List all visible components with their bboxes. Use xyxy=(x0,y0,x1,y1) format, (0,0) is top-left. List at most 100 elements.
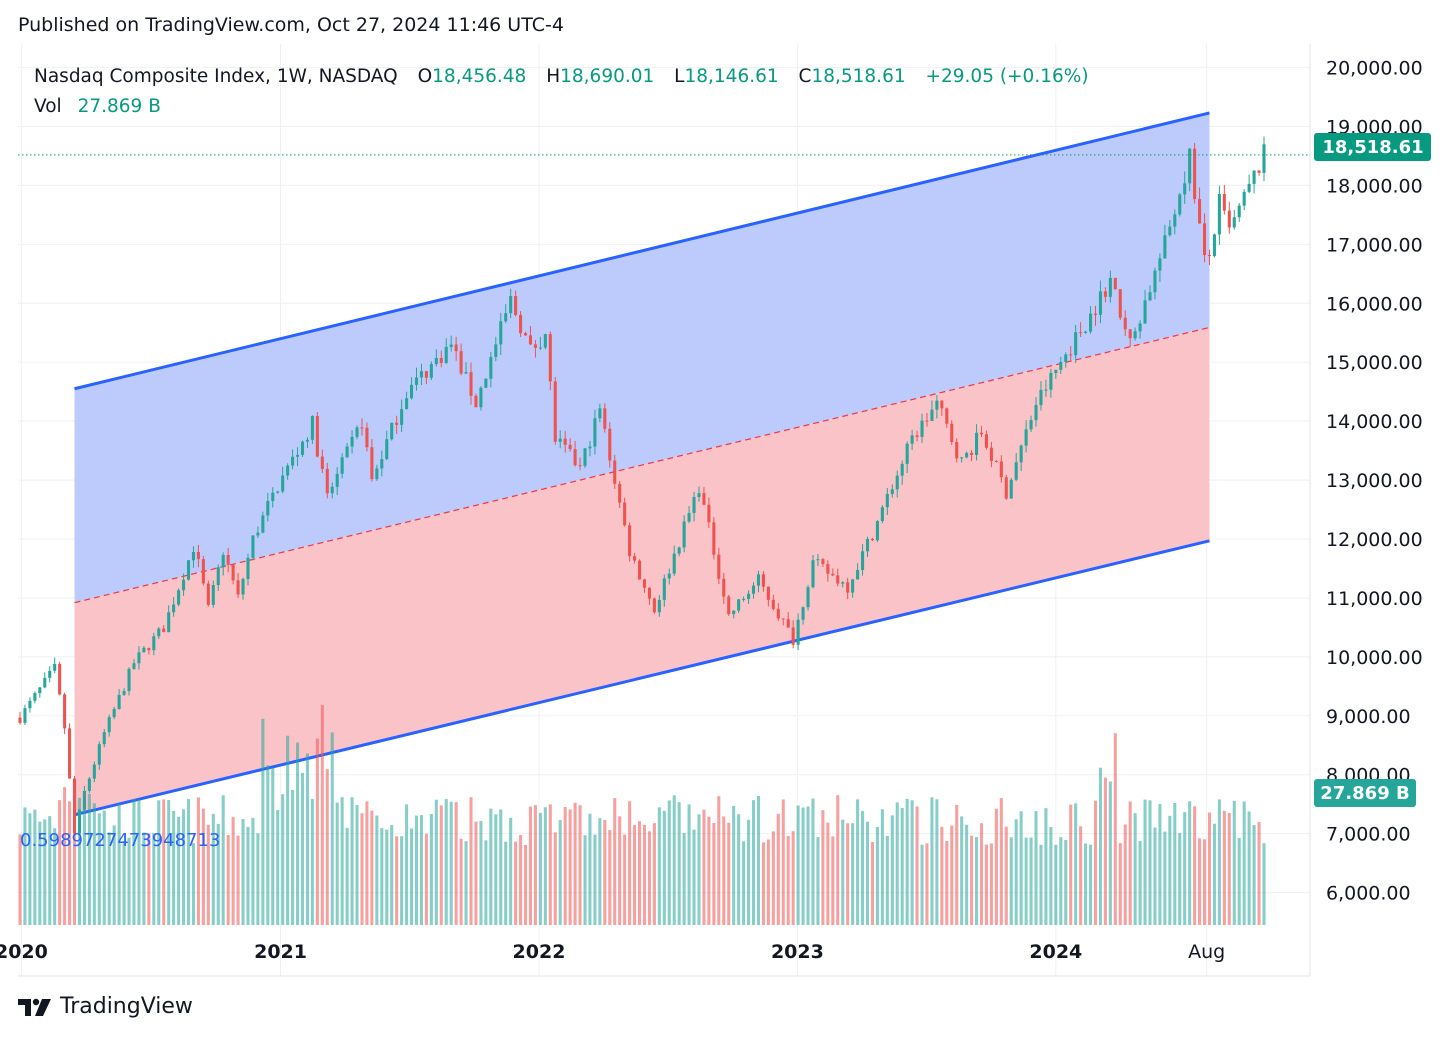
volume-bar xyxy=(633,825,637,925)
candle-body xyxy=(117,694,121,709)
legend-low-value: 18,146.61 xyxy=(684,66,778,87)
legend-line-2: Vol 27.869 B xyxy=(34,96,161,117)
candle-body xyxy=(781,618,785,620)
legend-vol-label: Vol xyxy=(34,96,62,117)
volume-bar xyxy=(558,820,562,925)
volume-bar xyxy=(390,825,394,925)
volume-bar xyxy=(578,805,582,925)
candle-body xyxy=(53,663,57,671)
volume-bar xyxy=(563,806,567,925)
y-tick-label: 17,000.00 xyxy=(1326,234,1423,256)
candle-body xyxy=(266,501,270,516)
candle-body xyxy=(1242,191,1246,206)
volume-bar xyxy=(1207,812,1212,925)
volume-bar xyxy=(231,817,235,925)
volume-bar xyxy=(861,810,865,925)
candle-body xyxy=(950,423,954,443)
volume-bar xyxy=(836,795,840,925)
candle-body xyxy=(122,691,126,695)
candle-body xyxy=(196,551,200,560)
volume-bar xyxy=(548,804,552,925)
candle-body xyxy=(315,415,319,457)
candle-body xyxy=(504,313,508,322)
volume-bar xyxy=(647,831,651,925)
volume-bar xyxy=(102,810,106,925)
price-chart[interactable]: 20,000.0019,000.0018,000.0017,000.0016,0… xyxy=(0,0,1456,990)
volume-bar xyxy=(905,798,909,925)
y-tick-label: 11,000.00 xyxy=(1326,588,1423,610)
volume-bar xyxy=(281,794,285,925)
volume-bar xyxy=(1138,840,1142,925)
candle-body xyxy=(682,521,686,548)
volume-bar xyxy=(286,735,290,925)
candle-body xyxy=(370,447,374,480)
x-tick-label: 2022 xyxy=(513,941,566,963)
volume-bar xyxy=(692,829,696,925)
candle-body xyxy=(523,333,528,336)
volume-bar xyxy=(965,824,969,925)
legend-open-label: O xyxy=(418,66,433,87)
volume-bar xyxy=(365,801,369,925)
channel-upper-line[interactable] xyxy=(74,111,1210,391)
candle-body xyxy=(1153,270,1157,293)
volume-bar xyxy=(251,817,255,925)
volume-bar xyxy=(266,765,270,925)
volume-bar xyxy=(360,813,364,925)
volume-bar xyxy=(712,823,716,925)
candle-body xyxy=(1202,223,1207,255)
regression-channel[interactable] xyxy=(74,111,1210,817)
volume-bar xyxy=(984,844,988,925)
candle-body xyxy=(905,443,909,464)
volume-bar xyxy=(667,800,671,925)
y-tick-label: 12,000.00 xyxy=(1326,529,1423,551)
volume-bar xyxy=(385,829,389,925)
volume-bar xyxy=(1242,801,1246,925)
candle-body xyxy=(291,456,295,466)
volume-bar xyxy=(999,797,1003,925)
x-axis[interactable]: 2020 2021 2022 2023 2024 Aug xyxy=(0,941,1225,963)
volume-bar xyxy=(414,815,419,925)
candle-body xyxy=(1178,194,1182,215)
volume-bar xyxy=(519,834,523,925)
candle-body xyxy=(375,468,379,480)
candle-body xyxy=(137,652,141,664)
candle-body xyxy=(856,569,860,580)
candle-body xyxy=(662,578,666,600)
volume-bar xyxy=(672,795,676,925)
volume-bar xyxy=(960,816,964,925)
volume-bar xyxy=(405,804,409,925)
volume-bar xyxy=(1029,837,1033,925)
candle-body xyxy=(870,538,874,541)
channel-median-line[interactable] xyxy=(74,326,1210,604)
candle-body xyxy=(439,357,443,363)
tradingview-logo-icon xyxy=(18,998,51,1016)
y-axis[interactable]: 20,000.0019,000.0018,000.0017,000.0016,0… xyxy=(1326,58,1423,905)
volume-bar xyxy=(1093,800,1098,925)
candle-body xyxy=(766,586,770,600)
volume-bar xyxy=(429,813,433,925)
volume-bar xyxy=(276,810,280,925)
candle-body xyxy=(68,728,72,779)
volume-bar xyxy=(206,824,210,925)
volume-bar xyxy=(434,799,438,925)
volume-bar xyxy=(593,834,597,925)
candle-body xyxy=(1093,313,1098,315)
candle-body xyxy=(806,587,810,608)
volume-bar xyxy=(182,809,186,925)
volume-bar xyxy=(865,821,870,925)
candle-body xyxy=(895,475,899,490)
last-price-badge: 18,518.61 xyxy=(1314,133,1431,161)
candle-body xyxy=(1128,329,1132,339)
volume-bar xyxy=(1049,826,1053,925)
volume-bar xyxy=(449,801,453,925)
legend-line-1: Nasdaq Composite Index, 1W, NASDAQ O18,4… xyxy=(34,66,1089,87)
candle-body xyxy=(989,447,993,461)
volume-bar xyxy=(117,804,121,925)
candle-body xyxy=(177,590,181,605)
volume-bar xyxy=(1009,837,1013,925)
candle-body xyxy=(256,532,260,536)
volume-bar xyxy=(1232,800,1236,925)
volume-bar xyxy=(127,837,131,925)
candle-body xyxy=(831,573,835,576)
tradingview-logo[interactable]: TradingView xyxy=(18,994,193,1019)
